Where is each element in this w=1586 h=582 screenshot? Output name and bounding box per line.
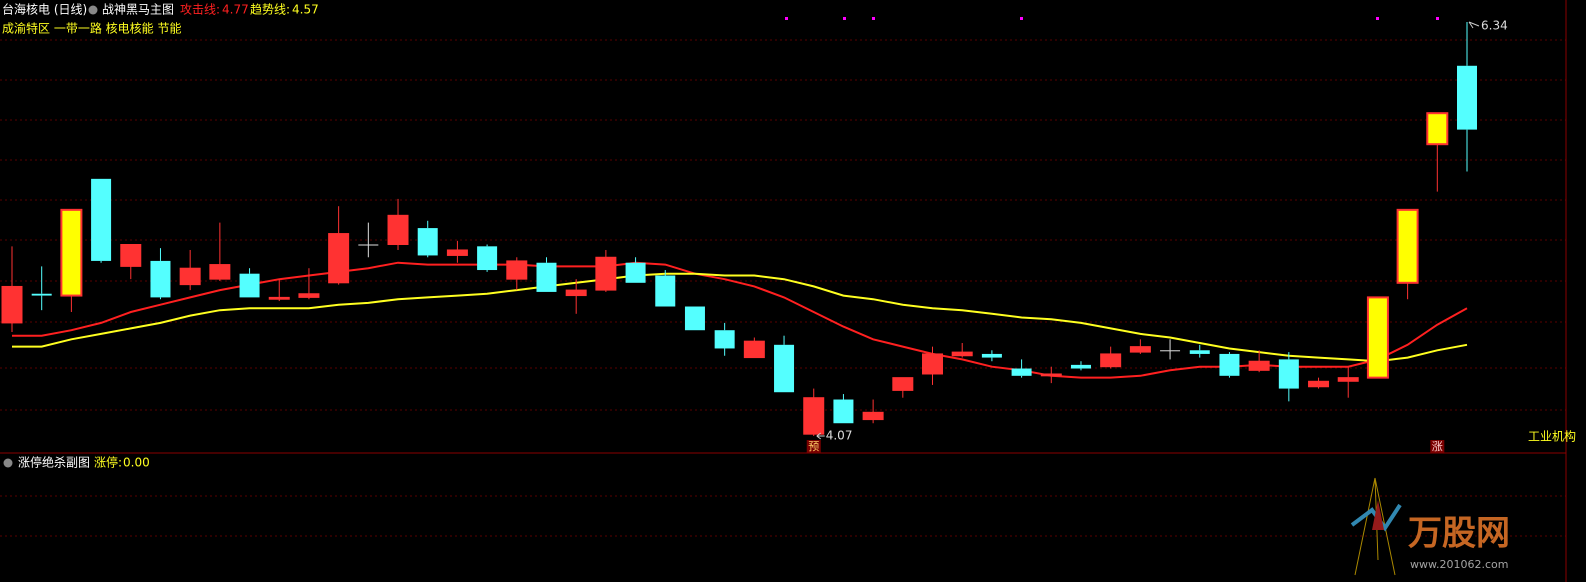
candle-body [684, 306, 705, 331]
candle-body [239, 273, 260, 298]
signal-dot [1376, 17, 1379, 20]
signal-dot [1020, 17, 1023, 20]
stock-name: 台海核电 (日线) [2, 2, 87, 17]
candle-body [743, 340, 765, 359]
candle-body [862, 411, 884, 421]
candle-body [1426, 112, 1449, 146]
candle-body [179, 267, 201, 286]
marker-box [1430, 440, 1445, 453]
candle-body [1396, 208, 1419, 284]
watermark-url: www.201062.com [1410, 558, 1508, 571]
legend-label: 趋势线: [250, 3, 290, 17]
legend-value: 4.77 [222, 3, 249, 17]
candle-body [477, 246, 498, 271]
signal-dot [785, 17, 788, 20]
candle-body [209, 264, 231, 280]
candle-body [595, 256, 617, 291]
candle-body [1219, 353, 1240, 376]
candle-body [922, 353, 944, 375]
candle-body [120, 244, 142, 267]
candle-body [446, 249, 468, 256]
candle-body [298, 293, 320, 298]
legend-label: 攻击线: [180, 3, 220, 17]
sector-label: 工业机构 [1528, 429, 1576, 444]
candle-body [1278, 359, 1299, 389]
signal-dot [843, 17, 846, 20]
candle-body [1129, 346, 1151, 353]
candle-body [1189, 350, 1210, 354]
candle-body [417, 228, 438, 256]
legend-value: 4.57 [292, 3, 319, 17]
candle-body [625, 262, 646, 283]
signal-dots [785, 17, 1439, 20]
candle-body [268, 296, 290, 300]
indicator-name: 战神黑马主图 [102, 3, 174, 17]
candle-body [1070, 364, 1091, 369]
marker: 涨 [1432, 440, 1443, 453]
concepts: 成渝特区 一带一路 核电核能 节能 [2, 21, 181, 36]
candle-body [150, 260, 171, 298]
candle-body [1457, 65, 1477, 130]
candle-body [1040, 373, 1062, 377]
low-label: 4.07 [826, 429, 853, 443]
signal-dot [872, 17, 875, 20]
candle-body [1100, 353, 1122, 368]
candle-body [536, 262, 557, 292]
subchart-indicator: 涨停: [94, 455, 122, 470]
candle-body [803, 397, 825, 435]
subchart-title: 涨停绝杀副图 [18, 455, 90, 470]
low-pointer [816, 432, 825, 440]
marker: 预 [808, 440, 819, 453]
candle-body [387, 214, 409, 246]
candle-body [774, 344, 795, 393]
candle-body [981, 353, 1002, 358]
candle-body [1011, 368, 1032, 376]
signal-dot [1436, 17, 1439, 20]
marker-box [806, 440, 821, 453]
ma-line [12, 272, 1468, 363]
candle-body [1, 285, 23, 324]
subchart-value: 0.00 [123, 456, 150, 470]
candle-body [328, 233, 350, 284]
candle-body [1248, 360, 1270, 371]
candle-body [833, 399, 854, 424]
candle-body [1366, 296, 1389, 379]
candle-body [91, 178, 112, 261]
watermark: 万股网 www.201062.com [1350, 477, 1510, 576]
menu-icon[interactable] [3, 458, 13, 468]
watermark-brand: 万股网 [1408, 514, 1510, 554]
candle-body [1160, 350, 1181, 352]
candle-body [1308, 380, 1330, 388]
logo-arrow [1372, 500, 1384, 530]
candle-body [951, 351, 973, 357]
candle-body [358, 244, 379, 246]
high-pointer [1468, 21, 1480, 29]
candle-body [565, 289, 587, 297]
menu-icon[interactable] [88, 5, 98, 15]
candle-body [60, 208, 83, 297]
candle-body [31, 293, 52, 296]
candle-body [506, 260, 528, 280]
high-label: 6.34 [1481, 19, 1508, 33]
candle-body [655, 275, 676, 307]
ma-line [12, 261, 1468, 379]
candle-body [1337, 377, 1359, 382]
candle-body [892, 377, 914, 391]
candle-body [714, 330, 735, 349]
